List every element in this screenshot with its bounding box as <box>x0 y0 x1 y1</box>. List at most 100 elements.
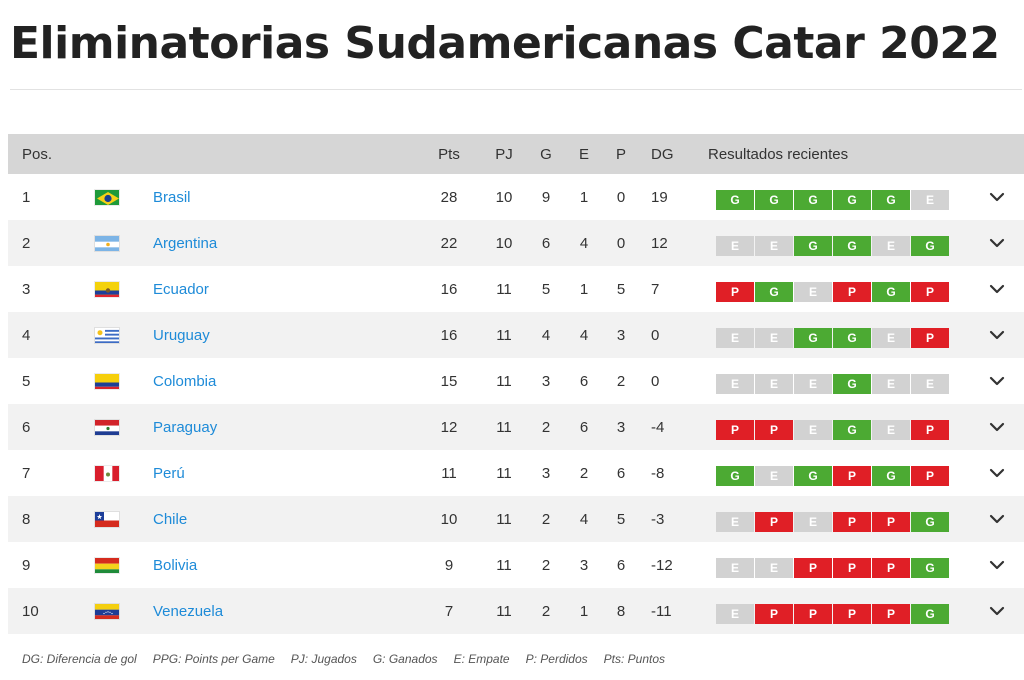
points: 16 <box>440 326 458 344</box>
position: 1 <box>22 188 31 206</box>
result-badge: E <box>794 282 832 302</box>
chevron-down-icon[interactable] <box>986 220 1008 266</box>
result-badge: P <box>872 512 910 532</box>
result-badge: P <box>755 420 793 440</box>
header-dg: DG <box>651 145 674 163</box>
lost: 0 <box>616 188 626 206</box>
chevron-down-icon[interactable] <box>986 496 1008 542</box>
result-badge: G <box>833 374 871 394</box>
header-p: P <box>615 145 626 163</box>
lost: 8 <box>616 602 626 620</box>
won: 3 <box>541 464 551 482</box>
peru-flag <box>94 450 120 496</box>
result-badge: P <box>911 420 949 440</box>
won: 2 <box>541 510 551 528</box>
legend-item: P: Perdidos <box>525 652 588 666</box>
header-pts: Pts <box>438 145 460 163</box>
result-badge: E <box>716 512 754 532</box>
result-badge: G <box>911 604 949 624</box>
lost: 5 <box>616 280 626 298</box>
won: 6 <box>541 234 551 252</box>
won: 3 <box>541 372 551 390</box>
position: 5 <box>22 372 31 390</box>
result-badge: G <box>911 512 949 532</box>
legend: DG: Diferencia de gol PPG: Points per Gam… <box>22 652 665 666</box>
result-badge: E <box>794 512 832 532</box>
result-badge: G <box>911 236 949 256</box>
chevron-down-icon[interactable] <box>986 588 1008 634</box>
goal-difference: -12 <box>651 556 673 574</box>
drawn: 1 <box>579 188 589 206</box>
team-link[interactable]: Venezuela <box>153 602 224 620</box>
result-badge: P <box>833 512 871 532</box>
goal-difference: 7 <box>651 280 660 298</box>
team-link[interactable]: Chile <box>153 510 188 528</box>
drawn: 6 <box>579 372 589 390</box>
header-pj: PJ <box>495 145 513 163</box>
chevron-down-icon[interactable] <box>986 174 1008 220</box>
result-badge: E <box>755 374 793 394</box>
drawn: 4 <box>579 510 589 528</box>
position: 2 <box>22 234 31 252</box>
team-link[interactable]: Colombia <box>153 372 217 390</box>
chevron-down-icon[interactable] <box>986 358 1008 404</box>
drawn: 2 <box>579 464 589 482</box>
played: 11 <box>496 510 512 528</box>
played: 11 <box>496 464 512 482</box>
team-link[interactable]: Perú <box>153 464 185 482</box>
team-link[interactable]: Uruguay <box>153 326 210 344</box>
drawn: 6 <box>579 418 589 436</box>
played: 11 <box>496 556 512 574</box>
team-link[interactable]: Ecuador <box>153 280 209 298</box>
team-link[interactable]: Bolivia <box>153 556 198 574</box>
team-link[interactable]: Brasil <box>153 188 191 206</box>
table-header-row: Pos. Pts PJ G E P DG Resultados reciente… <box>8 134 1024 174</box>
result-badge: P <box>911 328 949 348</box>
header-results: Resultados recientes <box>708 145 849 163</box>
chevron-down-icon[interactable] <box>986 404 1008 450</box>
team-link[interactable]: Paraguay <box>153 418 218 436</box>
points: 28 <box>440 188 458 206</box>
points: 10 <box>440 510 458 528</box>
chevron-down-icon[interactable] <box>986 542 1008 588</box>
result-badge: G <box>833 236 871 256</box>
played: 11 <box>496 280 512 298</box>
position: 7 <box>22 464 31 482</box>
position: 4 <box>22 326 31 344</box>
chevron-down-icon[interactable] <box>986 266 1008 312</box>
result-badge: P <box>833 558 871 578</box>
goal-difference: 19 <box>651 188 668 206</box>
result-badge: E <box>794 374 832 394</box>
result-badge: G <box>794 190 832 210</box>
result-badge: G <box>755 190 793 210</box>
chevron-down-icon[interactable] <box>986 450 1008 496</box>
chevron-down-icon[interactable] <box>986 312 1008 358</box>
result-badge: G <box>716 466 754 486</box>
result-badge: E <box>755 466 793 486</box>
paraguay-flag <box>94 404 120 450</box>
lost: 3 <box>616 326 626 344</box>
legend-item: DG: Diferencia de gol <box>22 652 137 666</box>
position: 8 <box>22 510 31 528</box>
drawn: 4 <box>579 234 589 252</box>
won: 4 <box>541 326 551 344</box>
team-link[interactable]: Argentina <box>153 234 218 252</box>
won: 2 <box>541 602 551 620</box>
